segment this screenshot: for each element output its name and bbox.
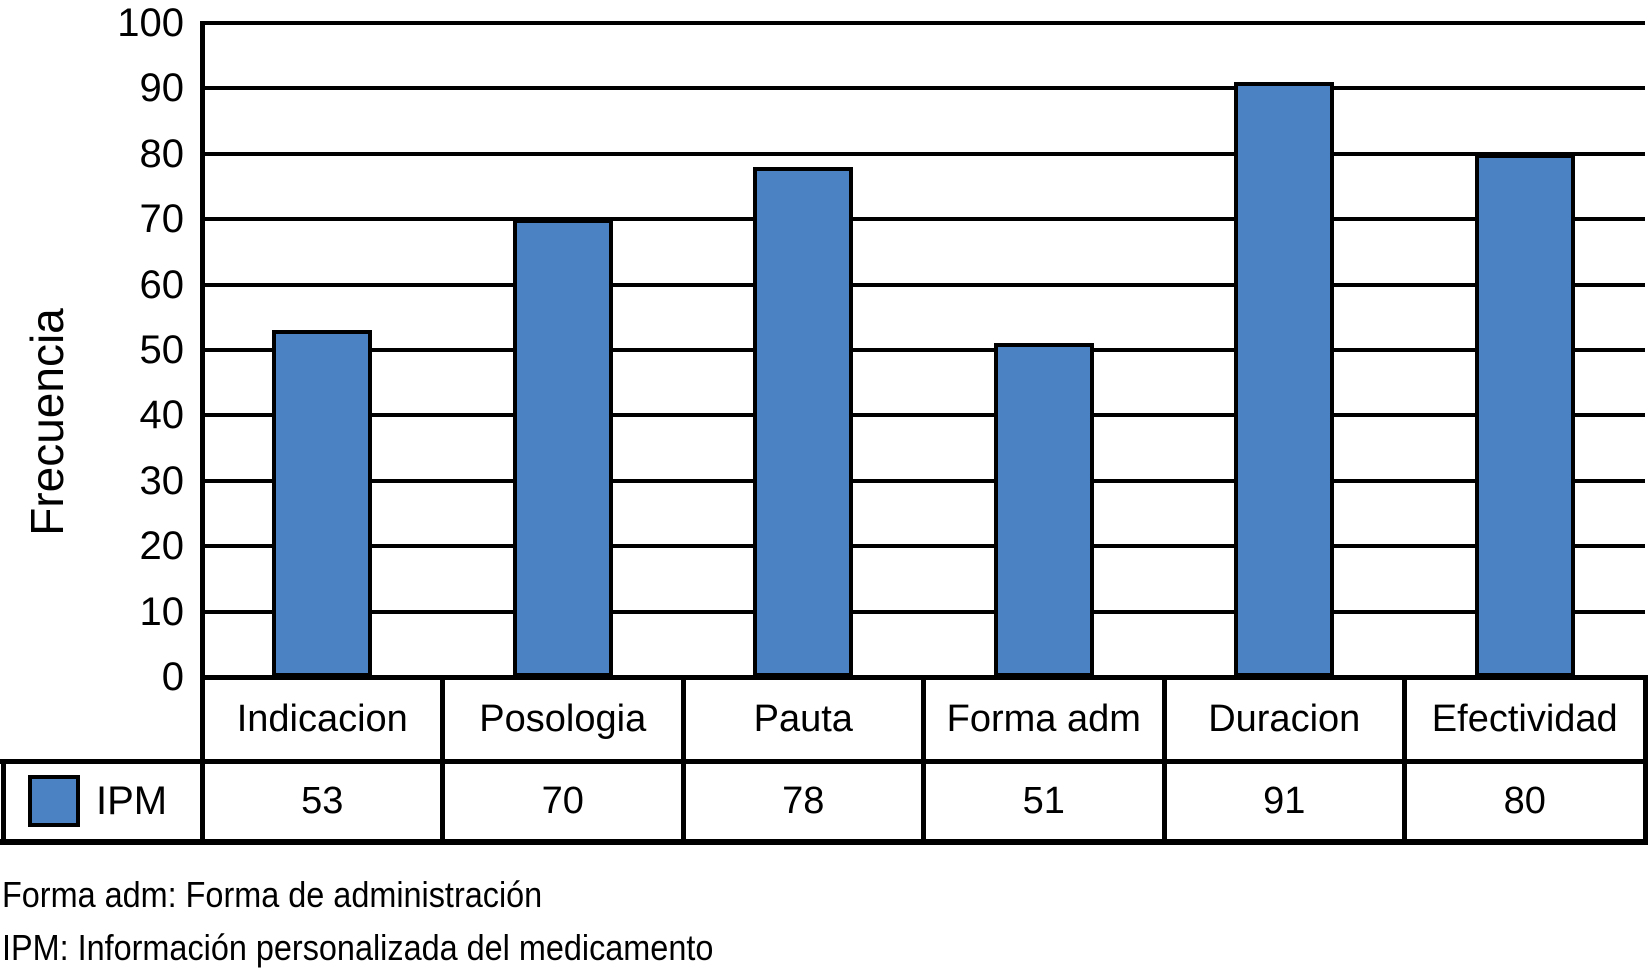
gridline-50: [202, 348, 1645, 352]
value-cell-pauta: 78: [683, 761, 924, 841]
y-tick-50: 50: [139, 328, 185, 372]
y-tick-40: 40: [139, 393, 185, 438]
y-tick-30: 30: [139, 458, 185, 503]
cat-divider-4: [1161, 674, 1167, 764]
cat-divider-2: [680, 674, 686, 764]
cat-divider-0: [199, 674, 205, 764]
category-cell-posologia: Posologia: [442, 677, 683, 761]
value-cell-forma-adm: 51: [923, 761, 1164, 841]
gridline-70: [202, 217, 1645, 222]
value-cell-efectividad: 80: [1404, 761, 1645, 841]
bar-duracion: [1234, 81, 1335, 677]
legend-label: IPM: [96, 778, 168, 823]
cat-divider-6: [1642, 674, 1648, 764]
category-cell-duracion: Duracion: [1164, 677, 1405, 761]
legend-left-border: [0, 758, 6, 845]
footnote-ipm: IPM: Información personalizada del medic…: [2, 927, 714, 968]
gridline-90: [202, 86, 1645, 91]
y-tick-60: 60: [139, 262, 185, 307]
gridline-100: [202, 21, 1645, 25]
bar-efectividad: [1474, 153, 1575, 677]
y-tick-70: 70: [139, 197, 185, 242]
cat-divider-1: [440, 674, 445, 764]
val-divider-1: [440, 758, 445, 845]
y-tick-90: 90: [139, 66, 185, 111]
val-divider-5: [1402, 758, 1407, 845]
table-bottom-border: [0, 838, 1647, 845]
category-cell-indicacion: Indicacion: [202, 677, 443, 761]
legend-cell: IPM: [2, 761, 202, 841]
bar-posologia: [512, 219, 613, 677]
bar-forma-adm: [993, 343, 1094, 677]
gridline-30: [202, 478, 1645, 483]
y-tick-100: 100: [117, 1, 184, 45]
gridline-40: [202, 413, 1645, 418]
value-cell-indicacion: 53: [202, 761, 443, 841]
y-axis-line: [200, 21, 205, 679]
cat-divider-5: [1402, 674, 1407, 764]
gridline-80: [202, 151, 1645, 156]
legend-swatch-ipm: [28, 775, 80, 827]
cat-divider-3: [921, 674, 926, 764]
category-cell-pauta: Pauta: [683, 677, 924, 761]
table-mid-border: [0, 758, 1647, 764]
val-divider-6: [1642, 758, 1648, 845]
value-cell-duracion: 91: [1164, 761, 1405, 841]
y-tick-0: 0: [161, 655, 184, 699]
value-cell-posologia: 70: [442, 761, 683, 841]
val-divider-2: [680, 758, 686, 845]
gridline-20: [202, 544, 1645, 549]
category-cell-efectividad: Efectividad: [1404, 677, 1645, 761]
footnote-forma-adm: Forma adm: Forma de administración: [2, 874, 543, 915]
val-divider-3: [921, 758, 926, 845]
bar-indicacion: [272, 330, 373, 677]
val-divider-0: [199, 758, 205, 845]
y-tick-20: 20: [139, 524, 185, 569]
val-divider-4: [1161, 758, 1167, 845]
y-tick-80: 80: [139, 131, 185, 176]
gridline-60: [202, 282, 1645, 287]
bar-pauta: [753, 166, 854, 677]
y-tick-10: 10: [139, 589, 185, 634]
category-cell-forma-adm: Forma adm: [923, 677, 1164, 761]
gridline-10: [202, 609, 1645, 614]
